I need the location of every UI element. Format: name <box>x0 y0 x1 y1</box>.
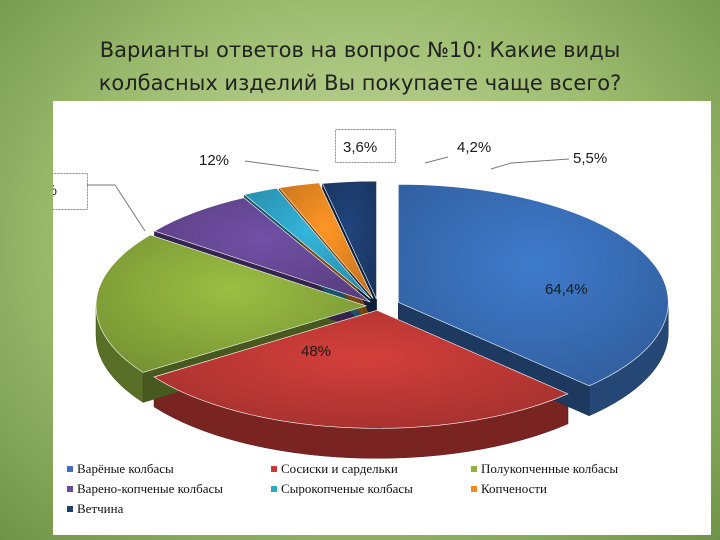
legend-item: Копчености <box>471 481 547 497</box>
callout-line <box>87 184 146 232</box>
legend-swatch <box>67 506 73 512</box>
legend-item: Варёные колбасы <box>67 461 174 477</box>
data-label-vareno-kopchenye: 12% <box>199 152 229 169</box>
legend-item: Ветчина <box>67 501 123 517</box>
slice-sosiski <box>153 310 569 429</box>
title-line-2: колбасных изделий Вы покупаете чаще всег… <box>98 71 622 95</box>
callout-line <box>424 156 449 164</box>
legend-item: Сырокопченые колбасы <box>271 481 413 497</box>
legend-label: Сосиски и сардельки <box>281 461 398 476</box>
slice-vareno-kopchenye <box>153 197 371 303</box>
legend-item: Варено-копченые колбасы <box>67 481 223 497</box>
slice-polukopchenye <box>95 234 368 373</box>
slice-varenye <box>398 184 669 387</box>
data-label-syrokopchenye: 3,6% <box>343 139 377 156</box>
data-label-polukopchenye: 34% <box>53 182 57 199</box>
legend-label: Полукопченные колбасы <box>481 461 619 476</box>
data-label-kopchenosti: 4,2% <box>457 139 491 156</box>
legend-label: Варёные колбасы <box>77 461 174 476</box>
callout-line <box>244 160 320 172</box>
legend-swatch <box>271 486 277 492</box>
legend-item: Полукопченные колбасы <box>471 461 618 477</box>
legend-swatch <box>67 486 73 492</box>
callout-line <box>490 158 570 170</box>
legend-swatch <box>471 466 477 472</box>
legend-label: Варено-копченые колбасы <box>77 481 223 496</box>
legend-label: Копчености <box>481 481 547 496</box>
slice-vetchina <box>321 180 377 300</box>
chart-panel: 64,4% 48% 34% 12% 3,6% 4,2% 5,5% Варёные колба… <box>53 101 711 535</box>
slice-kopchenosti <box>278 182 374 299</box>
slide-title: Варианты ответов на вопрос №10: Какие ви… <box>0 34 720 100</box>
data-label-vetchina: 5,5% <box>573 150 607 167</box>
legend-item: Сосиски и сардельки <box>271 461 398 477</box>
title-line-1: Варианты ответов на вопрос №10: Какие ви… <box>99 38 621 62</box>
pie-chart: 64,4% 48% 34% 12% 3,6% 4,2% 5,5% <box>53 129 669 459</box>
data-label-sosiski: 48% <box>301 343 331 360</box>
slice-syrokopchenye <box>243 187 371 300</box>
legend-label: Сырокопченые колбасы <box>281 481 413 496</box>
data-label-varenye: 64,4% <box>545 281 588 298</box>
data-label-box <box>53 173 88 210</box>
legend-swatch <box>271 466 277 472</box>
legend-label: Ветчина <box>77 501 124 516</box>
legend-swatch <box>471 486 477 492</box>
legend-swatch <box>67 466 73 472</box>
